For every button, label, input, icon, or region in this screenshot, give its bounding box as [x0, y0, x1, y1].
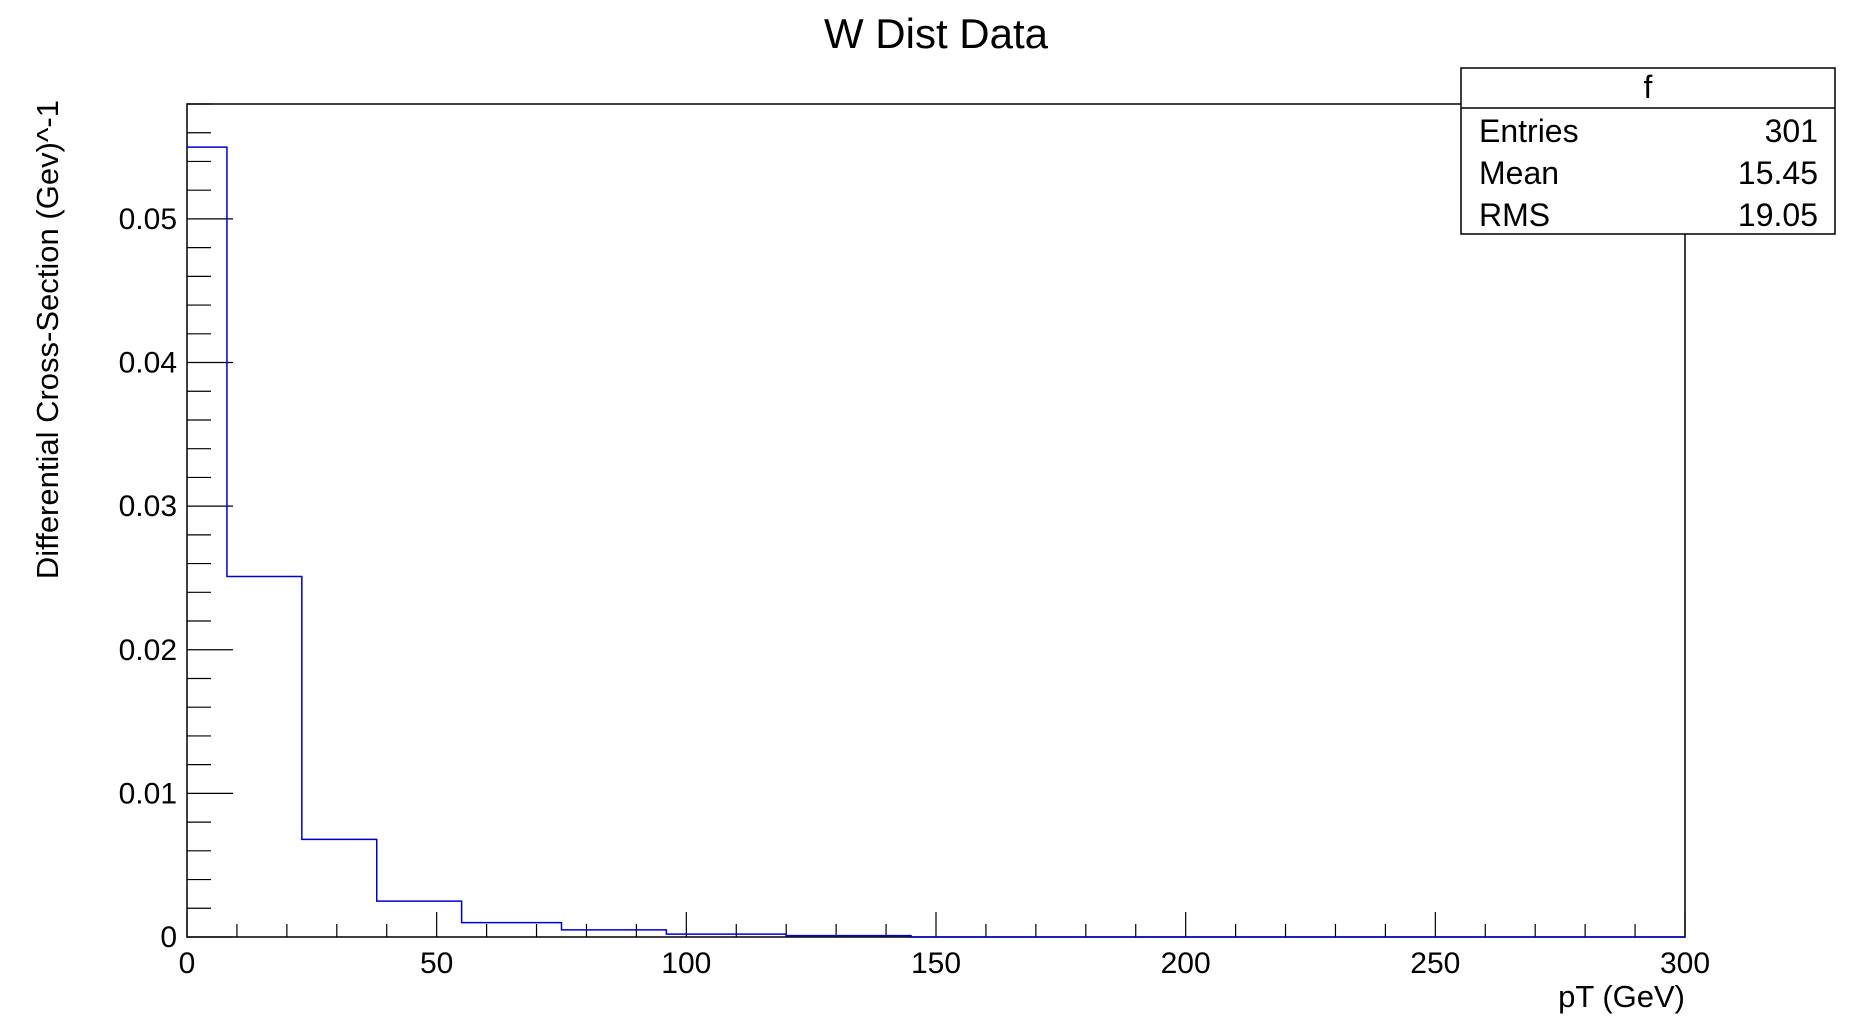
x-axis-title: pT (GeV) — [1558, 979, 1685, 1014]
y-tick-label: 0.02 — [119, 634, 177, 667]
x-tick-label: 200 — [1161, 947, 1211, 980]
y-axis-tick-labels: 0 0.01 0.02 0.03 0.04 0.05 — [119, 203, 177, 954]
stats-rms-value: 19.05 — [1738, 197, 1818, 233]
y-axis-title: Differential Cross-Section (Gev)^-1 — [30, 100, 65, 579]
stats-entries-label: Entries — [1479, 113, 1579, 149]
x-tick-label: 0 — [179, 947, 196, 980]
histogram-series-line — [187, 146, 1685, 938]
x-tick-label: 300 — [1660, 947, 1710, 980]
y-tick-label: 0.04 — [119, 347, 177, 380]
y-tick-label: 0 — [160, 921, 177, 954]
y-tick-label: 0.03 — [119, 490, 177, 523]
x-tick-label: 150 — [911, 947, 961, 980]
chart-title: W Dist Data — [824, 10, 1049, 57]
stats-box-name: f — [1644, 69, 1653, 105]
x-tick-label: 250 — [1410, 947, 1460, 980]
x-tick-label: 50 — [420, 947, 453, 980]
stats-mean-label: Mean — [1479, 155, 1559, 191]
stats-box: f Entries 301 Mean 15.45 RMS 19.05 — [1460, 67, 1836, 235]
y-axis-ticks — [187, 103, 233, 938]
y-tick-label: 0.05 — [119, 203, 177, 236]
stats-entries-value: 301 — [1765, 113, 1818, 149]
stats-rms-label: RMS — [1479, 197, 1550, 233]
y-tick-label: 0.01 — [119, 777, 177, 810]
x-tick-label: 100 — [661, 947, 711, 980]
stats-box-frame — [1460, 67, 1836, 235]
x-axis-tick-labels: 0 50 100 150 200 250 300 — [179, 947, 1710, 980]
x-axis-ticks — [186, 912, 1686, 937]
stats-mean-value: 15.45 — [1738, 155, 1818, 191]
